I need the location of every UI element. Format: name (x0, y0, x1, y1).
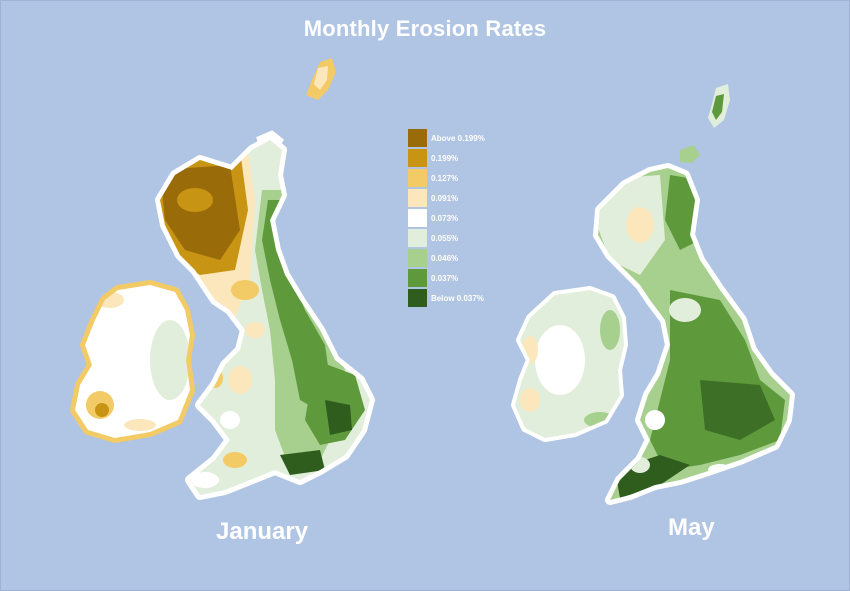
legend-label: Below 0.037% (431, 293, 484, 303)
legend-label: Above 0.199% (431, 133, 485, 143)
legend-swatch (408, 208, 427, 228)
legend-item: 0.037% (408, 268, 508, 288)
legend-label: 0.091% (431, 193, 459, 203)
legend-item: 0.091% (408, 188, 508, 208)
may-orkney (680, 145, 700, 163)
figure-title: Monthly Erosion Rates (303, 16, 547, 41)
legend-swatch (408, 288, 427, 308)
legend: Above 0.199% 0.199% 0.127% 0.091% 0.073%… (408, 128, 508, 308)
legend-item: 0.127% (408, 168, 508, 188)
legend-label: 0.046% (431, 253, 459, 263)
legend-item: Above 0.199% (408, 128, 508, 148)
legend-label: 0.199% (431, 153, 459, 163)
legend-swatch (408, 128, 427, 148)
legend-item: 0.055% (408, 228, 508, 248)
legend-swatch (408, 168, 427, 188)
legend-swatch (408, 248, 427, 268)
legend-swatch (408, 188, 427, 208)
january-map (70, 58, 375, 500)
legend-item: Below 0.037% (408, 288, 508, 308)
january-label: January (216, 518, 309, 545)
legend-item: 0.046% (408, 248, 508, 268)
legend-swatch (408, 268, 427, 288)
legend-label: 0.055% (431, 233, 459, 243)
legend-label: 0.127% (431, 173, 459, 183)
may-label: May (668, 514, 715, 541)
legend-label: 0.073% (431, 213, 459, 223)
legend-label: 0.037% (431, 273, 459, 283)
legend-item: 0.199% (408, 148, 508, 168)
legend-swatch (408, 228, 427, 248)
may-map (511, 84, 795, 505)
legend-item: 0.073% (408, 208, 508, 228)
legend-swatch (408, 148, 427, 168)
